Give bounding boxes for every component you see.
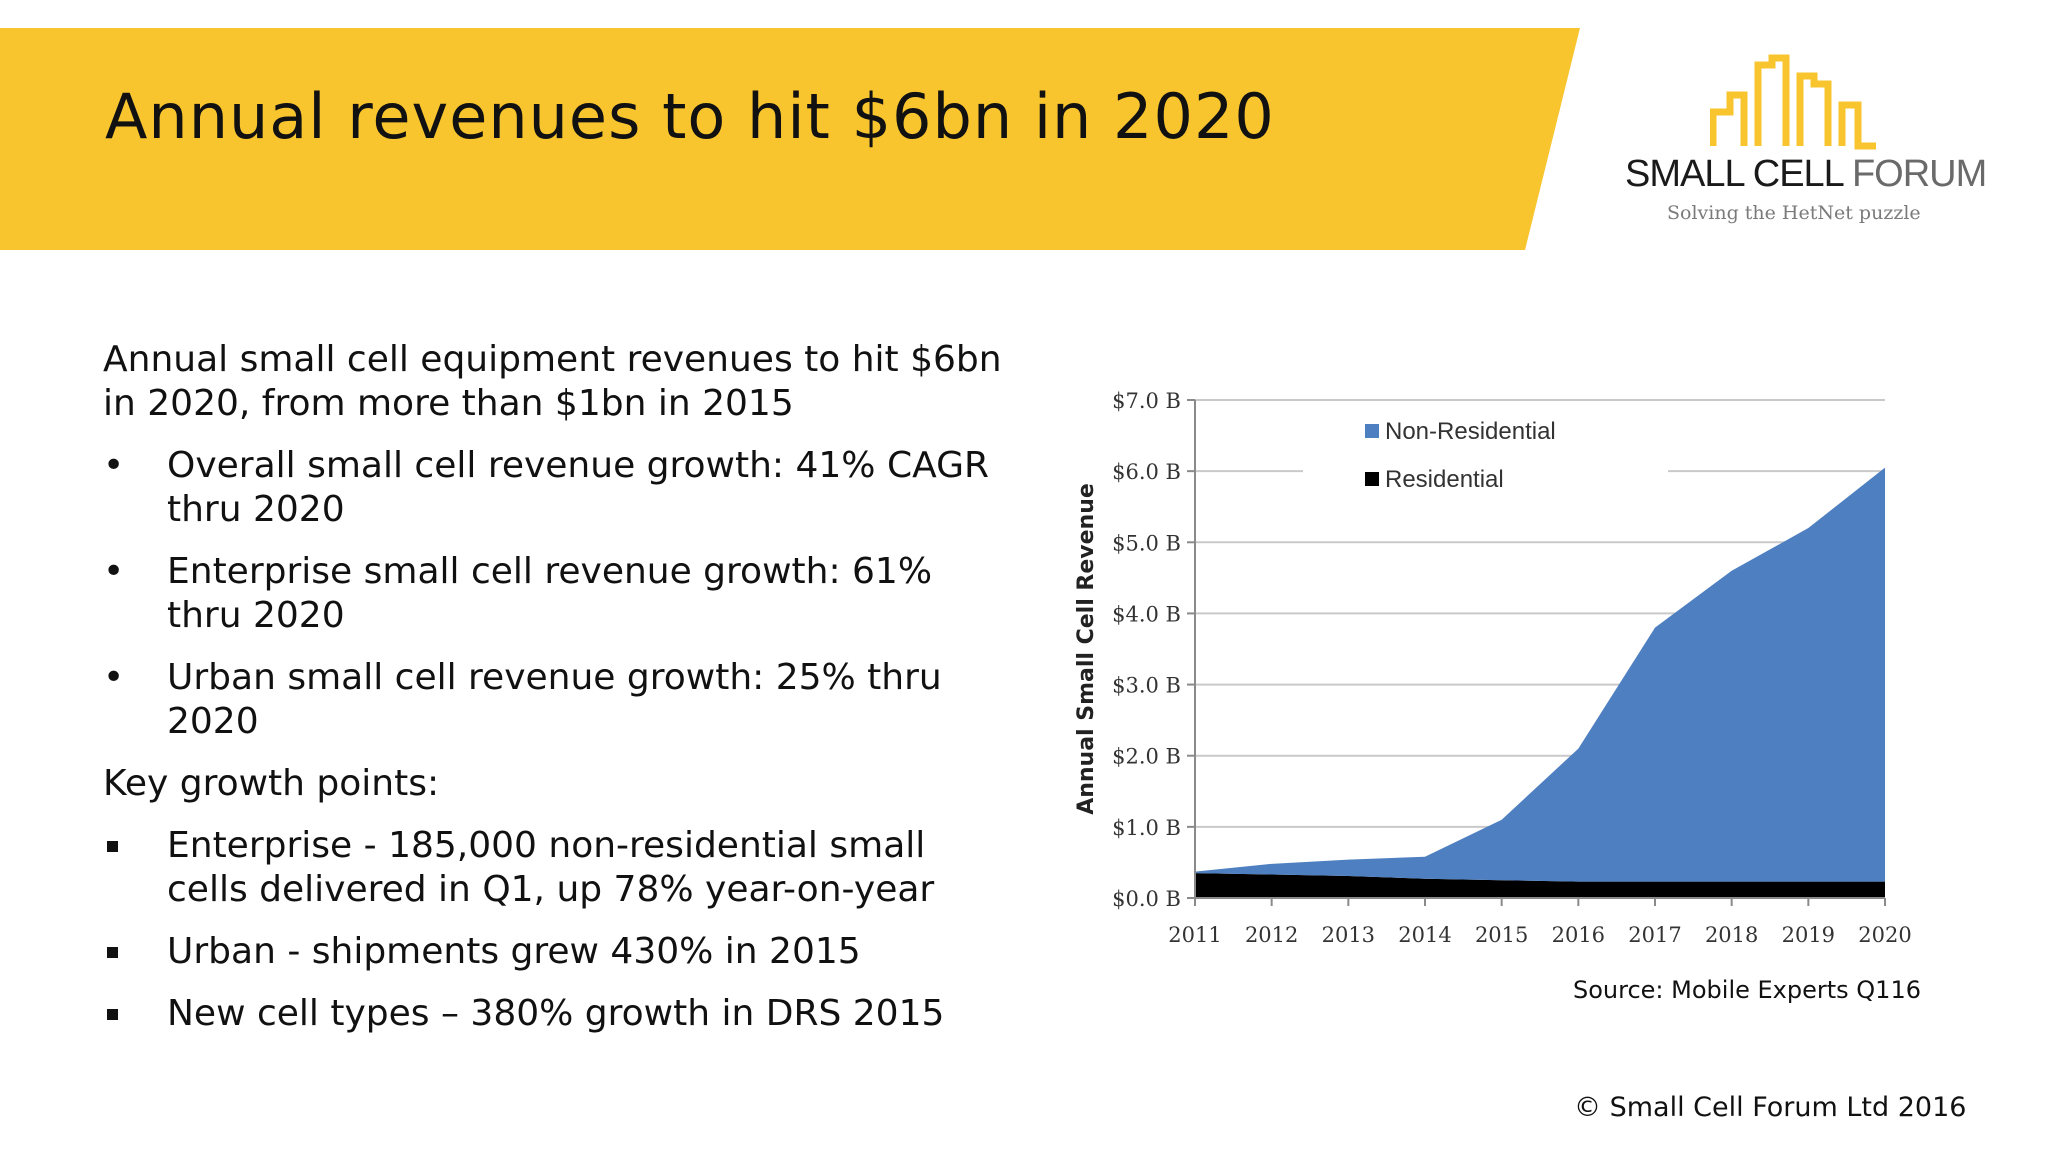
bullet-dot-icon: • — [103, 551, 125, 592]
y-axis-title: Annual Small Cell Revenue — [1074, 483, 1099, 815]
x-tick-label: 2015 — [1475, 923, 1528, 947]
logo-tagline: Solving the HetNet puzzle — [1667, 202, 1921, 224]
y-tick-label: $5.0 B — [1112, 531, 1181, 555]
y-tick-label: $1.0 B — [1112, 816, 1181, 840]
x-tick-label: 2020 — [1858, 923, 1911, 947]
slide-title: Annual revenues to hit $6bn in 2020 — [105, 80, 1275, 153]
bullet-text: Urban small cell revenue growth: 25% thr… — [167, 657, 942, 742]
bullet-item: • Overall small cell revenue growth: 41%… — [103, 444, 1003, 532]
legend-swatch — [1365, 424, 1379, 438]
x-tick-label: 2017 — [1628, 923, 1681, 947]
title-banner — [0, 28, 1580, 250]
small-cell-forum-logo: SMALL CELL FORUM Solving the HetNet puzz… — [1605, 40, 1987, 240]
bullet-item: • Urban small cell revenue growth: 25% t… — [103, 656, 1003, 744]
bullet-dot-icon: • — [103, 445, 125, 486]
logo-name-part1: SMALL CELL — [1625, 153, 1843, 195]
x-tick-label: 2013 — [1322, 923, 1375, 947]
x-tick-label: 2012 — [1245, 923, 1298, 947]
x-tick-label: 2018 — [1705, 923, 1758, 947]
y-tick-label: $3.0 B — [1112, 674, 1181, 698]
chart-source: Source: Mobile Experts Q116 — [1573, 976, 1921, 1004]
revenue-area-chart: $0.0 B $1.0 B $2.0 B $3.0 B $4.0 B $5.0 B $6.0… — [1074, 389, 1912, 947]
key-point-text: Enterprise - 185,000 non-residential sma… — [167, 825, 935, 910]
bullet-text: Overall small cell revenue growth: 41% C… — [167, 445, 989, 530]
legend-swatch — [1365, 472, 1379, 486]
legend-background — [1303, 410, 1668, 510]
x-tick-label: 2014 — [1398, 923, 1451, 947]
slide-body: Annual small cell equipment revenues to … — [103, 338, 1003, 1054]
area-residential — [1195, 873, 1885, 898]
bullet-text: Enterprise small cell revenue growth: 61… — [167, 551, 933, 636]
square-bullet-icon — [107, 841, 118, 852]
key-point-item: Urban - shipments grew 430% in 2015 — [103, 930, 1003, 974]
y-tick-label: $4.0 B — [1112, 602, 1181, 626]
intro-paragraph: Annual small cell equipment revenues to … — [103, 339, 1002, 424]
logo-name: SMALL CELL FORUM — [1625, 153, 1987, 196]
square-bullet-icon — [107, 1009, 118, 1020]
x-tick-label: 2011 — [1168, 923, 1221, 947]
bullet-dot-icon: • — [103, 657, 125, 698]
copyright-notice: © Small Cell Forum Ltd 2016 — [1574, 1092, 1967, 1123]
legend-label: Residential — [1385, 466, 1504, 493]
y-tick-label: $7.0 B — [1112, 389, 1181, 413]
x-tick-label: 2016 — [1552, 923, 1605, 947]
y-tick-label: $0.0 B — [1112, 887, 1181, 911]
area-non-residential — [1195, 467, 1885, 882]
legend-label: Non-Residential — [1385, 418, 1556, 445]
key-point-text: Urban - shipments grew 430% in 2015 — [167, 931, 861, 972]
y-tick-label: $2.0 B — [1112, 745, 1181, 769]
key-point-text: New cell types – 380% growth in DRS 2015 — [167, 993, 945, 1034]
key-point-item: New cell types – 380% growth in DRS 2015 — [103, 992, 1003, 1036]
city-skyline-icon — [1710, 54, 1876, 150]
bullet-item: • Enterprise small cell revenue growth: … — [103, 550, 1003, 638]
y-tick-label: $6.0 B — [1112, 460, 1181, 484]
key-point-item: Enterprise - 185,000 non-residential sma… — [103, 824, 1003, 912]
logo-name-part2: FORUM — [1851, 153, 1987, 195]
x-tick-label: 2019 — [1782, 923, 1835, 947]
key-points-heading: Key growth points: — [103, 763, 440, 804]
square-bullet-icon — [107, 947, 118, 958]
